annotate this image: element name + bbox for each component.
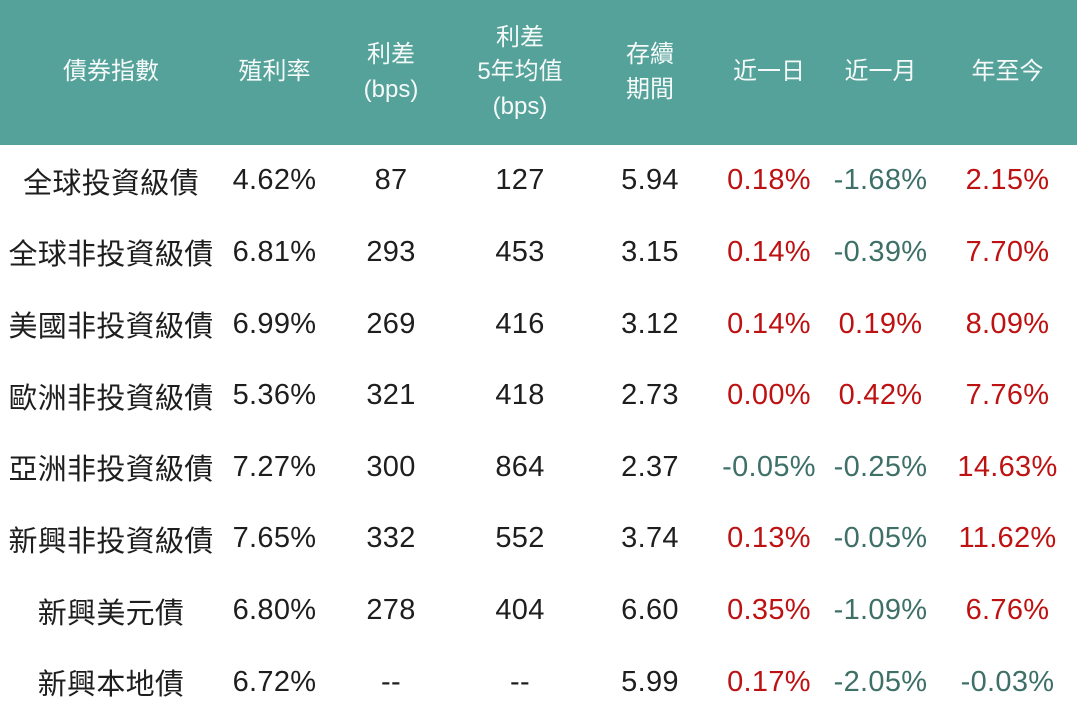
change-ytd-cell: 8.09% [965,307,1050,340]
change-1d-cell: 0.35% [727,594,811,627]
change-ytd-cell: 11.62% [958,522,1057,555]
spread-5y-avg-cell: 404 [495,594,545,627]
col-header-bond-index: 債券指數 [0,0,222,145]
change-1d-cell: -0.05% [722,450,816,483]
spread-cell: 87 [374,164,408,197]
spread-5y-avg-cell: 418 [495,379,545,412]
change-ytd-cell: 7.70% [965,235,1050,268]
duration-cell: 3.12 [621,307,679,340]
table-header-row: 債券指數 殖利率 利差 (bps) 利差 5年均值 (bps) 存續 期間 近一… [0,0,1077,145]
change-1d-cell: 0.00% [727,379,811,412]
change-ytd-cell: 6.76% [965,594,1050,627]
duration-cell: 5.94 [621,164,679,197]
table-row: 新興美元債 6.80% 278 404 6.60 0.35% -1.09% 6.76% [0,575,1077,647]
table-row: 美國非投資級債 6.99% 269 416 3.12 0.14% 0.19% 8.09% [0,288,1077,360]
spread-cell: 321 [366,379,416,412]
yield-cell: 7.27% [232,450,317,483]
bond-name-cell: 新興美元債 [37,597,185,630]
table-row: 新興非投資級債 7.65% 332 552 3.74 0.13% -0.05% 11.62% [0,503,1077,575]
bond-name-cell: 全球投資級債 [23,167,199,200]
duration-cell: 6.60 [621,594,679,627]
change-1m-cell: -0.05% [833,522,928,555]
change-1m-cell: -0.25% [833,450,928,483]
yield-cell: 7.65% [232,522,317,555]
change-1d-cell: 0.13% [727,522,811,555]
table-row: 全球投資級債 4.62% 87 127 5.94 0.18% -1.68% 2.15% [0,145,1077,217]
spread-cell: 293 [366,235,416,268]
col-header-1day-change: 近一日 [715,0,823,145]
duration-cell: 3.15 [621,235,679,268]
change-1m-cell: 0.19% [838,307,923,340]
bond-name-cell: 新興非投資級債 [8,525,214,558]
spread-cell: 278 [366,594,416,627]
table-row: 亞洲非投資級債 7.27% 300 864 2.37 -0.05% -0.25% 14.63% [0,432,1077,504]
col-header-duration: 存續 期間 [585,0,715,145]
change-1d-cell: 0.17% [727,665,811,698]
duration-cell: 3.74 [621,522,679,555]
bond-name-cell: 亞洲非投資級債 [8,454,214,487]
change-1m-cell: -1.68% [833,164,928,197]
yield-cell: 6.81% [232,235,317,268]
change-1d-cell: 0.14% [727,235,811,268]
spread-5y-avg-cell: 127 [495,164,545,197]
change-1d-cell: 0.14% [727,307,811,340]
table-row: 新興本地債 6.72% -- -- 5.99 0.17% -2.05% -0.03% [0,646,1077,718]
table-row: 歐洲非投資級債 5.36% 321 418 2.73 0.00% 0.42% 7.76% [0,360,1077,432]
bond-name-cell: 歐洲非投資級債 [8,382,214,415]
spread-5y-avg-cell: 552 [495,522,545,555]
yield-cell: 6.99% [232,307,317,340]
duration-cell: 2.37 [621,450,679,483]
spread-cell: 269 [366,307,416,340]
change-1m-cell: -0.39% [833,235,928,268]
col-header-yield: 殖利率 [222,0,327,145]
duration-cell: 5.99 [621,665,679,698]
col-header-1month-change: 近一月 [823,0,938,145]
change-ytd-cell: 14.63% [957,450,1058,483]
change-1m-cell: -2.05% [833,665,928,698]
spread-5y-avg-cell: 453 [495,235,545,268]
col-header-spread-bps: 利差 (bps) [327,0,455,145]
bond-name-cell: 新興本地債 [37,669,185,702]
yield-cell: 5.36% [232,379,317,412]
col-header-ytd-change: 年至今 [938,0,1077,145]
col-header-spread-5y-avg: 利差 5年均值 (bps) [455,0,585,145]
table-row: 全球非投資級債 6.81% 293 453 3.15 0.14% -0.39% 7.70% [0,217,1077,289]
bond-name-cell: 全球非投資級債 [8,239,214,272]
change-1m-cell: -1.09% [833,594,928,627]
change-ytd-cell: 7.76% [965,379,1050,412]
change-ytd-cell: -0.03% [960,665,1055,698]
bond-name-cell: 美國非投資級債 [8,311,214,344]
spread-5y-avg-cell: 416 [495,307,545,340]
change-1d-cell: 0.18% [727,164,811,197]
spread-5y-avg-cell: 864 [495,450,545,483]
spread-cell: 300 [366,450,416,483]
change-1m-cell: 0.42% [838,379,923,412]
spread-5y-avg-cell: -- [510,665,530,698]
change-ytd-cell: 2.15% [965,164,1050,197]
duration-cell: 2.73 [621,379,679,412]
spread-cell: 332 [366,522,416,555]
yield-cell: 6.72% [232,665,317,698]
yield-cell: 4.62% [232,164,317,197]
spread-cell: -- [381,665,401,698]
yield-cell: 6.80% [232,594,317,627]
